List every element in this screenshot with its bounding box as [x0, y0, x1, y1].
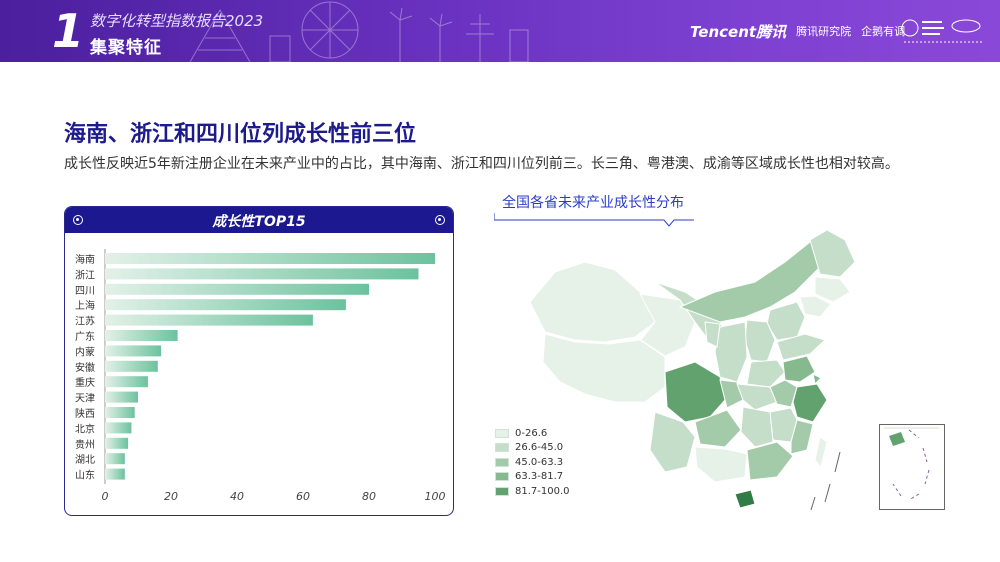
target-icon — [435, 215, 445, 225]
tencent-research-logo: 腾讯研究院 — [796, 25, 852, 38]
legend-item: 63.3-81.7 — [495, 470, 570, 485]
category-label: 内蒙 — [75, 345, 95, 358]
region-yunnan — [649, 411, 696, 473]
region-zhejiang — [792, 383, 828, 423]
category-label: 天津 — [75, 393, 95, 405]
bar — [105, 268, 419, 280]
region-tibet — [542, 333, 666, 403]
region-shaanxi — [714, 321, 748, 383]
region-taiwan — [814, 436, 828, 469]
region-xinjiang — [529, 261, 656, 343]
skyline-illustration — [189, 1, 529, 62]
category-label: 山东 — [75, 469, 95, 482]
category-label: 上海 — [75, 299, 95, 312]
legend-item: 81.7-100.0 — [495, 484, 570, 499]
region-hunan — [740, 406, 774, 448]
section-number: 1 — [52, 4, 85, 58]
region-guangdong — [746, 441, 794, 481]
x-tick-label: 0 — [102, 490, 109, 503]
south-china-sea-inset — [879, 424, 945, 510]
bar — [105, 391, 138, 403]
region-hainan — [734, 489, 756, 509]
bar — [105, 330, 178, 341]
bar — [105, 314, 313, 326]
section-name: 集聚特征 — [90, 38, 162, 58]
legend-label: 0-26.6 — [515, 427, 548, 439]
bar — [105, 360, 158, 372]
header-banner: 1 数字化转型指数报告2023 集聚特征 Tencent腾讯 腾讯研究院 企鹅有… — [0, 0, 1000, 62]
region-shandong — [776, 333, 826, 361]
map-title-underline — [494, 213, 694, 227]
category-label: 海南 — [75, 253, 95, 266]
sea-dashes — [810, 451, 841, 511]
legend-label: 81.7-100.0 — [515, 485, 570, 497]
bar — [105, 283, 369, 295]
target-icon — [73, 215, 83, 225]
bar-chart-panel: 成长性TOP15 海南浙江四川上海江苏广东内蒙安徽重庆天津陕西北京贵州湖北山东 0… — [64, 206, 454, 516]
bar — [105, 345, 162, 357]
page-subtitle: 成长性反映近5年新注册企业在未来产业中的占比，其中海南、浙江和四川位列前三。长三… — [64, 156, 899, 172]
region-fujian — [790, 419, 814, 455]
x-tick-label: 80 — [362, 490, 376, 503]
category-label: 北京 — [75, 422, 95, 435]
x-tick-label: 40 — [230, 490, 244, 503]
bar — [105, 468, 125, 480]
legend-item: 0-26.6 — [495, 426, 570, 441]
partner-logos: Tencent腾讯 腾讯研究院 企鹅有调 — [690, 18, 905, 44]
region-jilin — [814, 276, 851, 303]
legend-label: 45.0-63.3 — [515, 456, 564, 468]
tencent-logo: Tencent腾讯 — [690, 22, 787, 41]
bar — [105, 407, 135, 418]
region-guangxi — [694, 446, 748, 483]
legend-swatch — [495, 472, 509, 482]
report-title: 数字化转型指数报告2023 — [90, 12, 264, 30]
region-heilongjiang — [809, 229, 856, 278]
category-label: 安徽 — [75, 361, 95, 374]
china-map — [529, 229, 856, 511]
map-title: 全国各省未来产业成长性分布 — [502, 195, 684, 211]
chart-header: 成长性TOP15 — [65, 207, 453, 233]
region-liaoning — [799, 295, 832, 318]
region-guizhou — [694, 409, 742, 448]
region-hubei — [736, 383, 778, 411]
bar — [105, 376, 148, 388]
x-tick-label: 60 — [296, 490, 310, 503]
legend-item: 26.6-45.0 — [495, 441, 570, 456]
category-label: 浙江 — [75, 269, 95, 281]
bar — [105, 437, 129, 449]
legend-label: 26.6-45.0 — [515, 442, 564, 454]
legend-swatch — [495, 486, 509, 496]
region-henan — [746, 359, 786, 388]
legend-item: 45.0-63.3 — [495, 455, 570, 470]
map-legend: 0-26.6 26.6-45.0 45.0-63.3 63.3-81.7 81.… — [495, 426, 570, 499]
x-tick-label: 20 — [164, 490, 178, 503]
category-label: 广东 — [75, 330, 95, 343]
tsinghua-seal-logo — [901, 19, 984, 43]
category-label: 贵州 — [75, 438, 95, 451]
legend-swatch — [495, 457, 509, 467]
region-shanghai — [812, 373, 822, 386]
category-label: 重庆 — [75, 376, 95, 389]
bar — [105, 453, 125, 465]
category-label: 四川 — [75, 286, 95, 297]
bar — [105, 253, 435, 264]
x-tick-label: 100 — [425, 490, 446, 503]
bar — [105, 422, 132, 434]
legend-swatch — [495, 428, 509, 438]
chart-title: 成长性TOP15 — [212, 214, 306, 230]
legend-swatch — [495, 443, 509, 453]
region-sichuan — [664, 361, 726, 423]
category-label: 湖北 — [75, 454, 95, 466]
category-label: 江苏 — [75, 315, 95, 328]
legend-label: 63.3-81.7 — [515, 471, 564, 483]
category-label: 陕西 — [75, 407, 95, 420]
page-title: 海南、浙江和四川位列成长性前三位 — [64, 122, 417, 147]
bar — [105, 299, 346, 311]
qipeng-logo: 企鹅有调 — [861, 25, 906, 38]
region-jiangsu — [782, 355, 816, 383]
region-ningxia — [704, 321, 721, 348]
